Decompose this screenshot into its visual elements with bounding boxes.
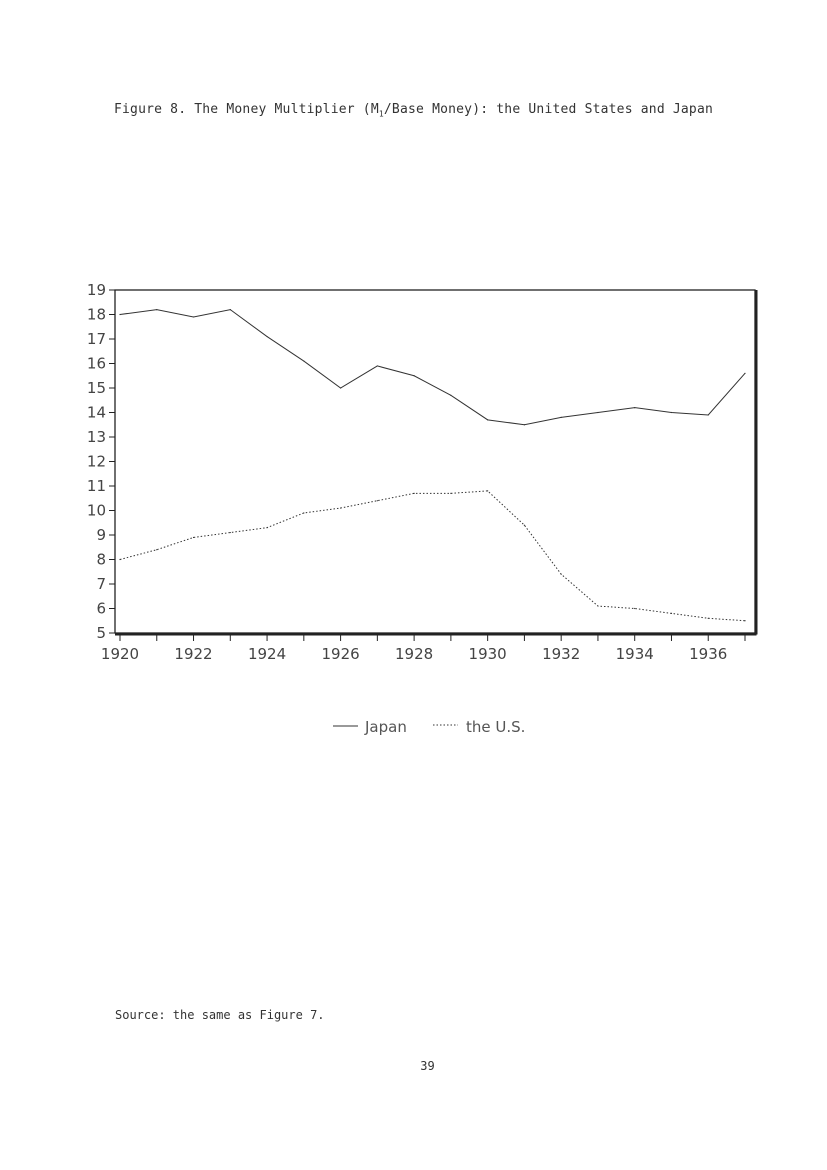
x-tick-label: 1932 [542, 645, 580, 663]
figure-title-subscript: 1 [378, 109, 384, 119]
x-tick-label: 1926 [321, 645, 359, 663]
data-point-0-4 [266, 335, 268, 338]
x-tick-label: 1930 [469, 645, 507, 663]
data-point-0-2 [192, 316, 195, 318]
data-point-1-7 [376, 500, 378, 502]
y-tick-label: 12 [87, 453, 106, 471]
figure-title-pre: Figure 8. The Money Multiplier (M [113, 102, 379, 117]
series-line-0 [119, 309, 746, 426]
figure-title: Figure 8. The Money Multiplier (M1/Base … [0, 102, 827, 119]
data-point-0-12 [560, 416, 562, 418]
x-tick-label: 1924 [248, 645, 286, 663]
plot-frame [114, 289, 756, 634]
data-point-0-9 [450, 394, 452, 396]
source-note: Source: the same as Figure 7. [115, 1008, 325, 1022]
data-point-0-1 [156, 309, 158, 311]
data-point-1-6 [339, 507, 342, 509]
data-point-1-0 [119, 558, 121, 561]
y-tick-label: 10 [87, 502, 106, 520]
y-tick-label: 17 [87, 330, 106, 348]
data-point-0-5 [303, 360, 305, 362]
y-tick-label: 14 [87, 404, 106, 422]
data-point-0-7 [376, 365, 378, 367]
y-tick-label: 13 [87, 428, 106, 446]
data-point-0-10 [487, 419, 489, 421]
y-tick-label: 15 [87, 379, 106, 397]
data-point-1-11 [523, 524, 526, 526]
data-point-1-10 [487, 490, 489, 492]
data-point-0-14 [634, 407, 636, 409]
series-line-1 [119, 490, 746, 622]
y-tick-label: 5 [96, 624, 106, 642]
data-point-1-2 [192, 536, 195, 539]
data-point-0-17 [744, 372, 746, 374]
x-tick-label: 1936 [689, 645, 727, 663]
data-point-1-13 [597, 605, 599, 607]
data-point-1-1 [156, 549, 158, 551]
data-point-0-0 [119, 313, 121, 316]
data-point-1-17 [744, 620, 746, 622]
y-tick-label: 19 [87, 281, 106, 299]
data-point-0-13 [597, 411, 599, 414]
page-number: 39 [420, 1059, 435, 1073]
data-point-1-9 [450, 492, 452, 494]
x-tick-label: 1922 [174, 645, 212, 663]
y-tick-label: 6 [96, 600, 106, 618]
data-point-0-16 [707, 414, 709, 416]
y-tick-label: 16 [87, 355, 106, 373]
data-point-0-3 [229, 309, 231, 311]
data-point-1-8 [413, 492, 415, 494]
data-point-1-14 [634, 607, 636, 610]
legend-label-japan: Japan [364, 718, 407, 736]
data-point-1-3 [229, 531, 231, 534]
y-tick-label: 18 [87, 306, 106, 324]
x-tick-label: 1928 [395, 645, 433, 663]
legend-label-us: the U.S. [466, 718, 525, 736]
y-tick-label: 9 [96, 526, 106, 544]
data-point-0-8 [413, 375, 415, 377]
data-point-1-4 [266, 527, 268, 529]
x-tick-label: 1934 [616, 645, 654, 663]
data-point-1-16 [707, 617, 709, 619]
y-tick-label: 11 [87, 477, 106, 495]
data-point-0-6 [339, 387, 342, 389]
data-point-1-15 [670, 612, 673, 615]
data-point-1-5 [303, 512, 305, 514]
y-tick-label: 8 [96, 551, 106, 569]
data-point-0-11 [523, 424, 526, 426]
data-point-1-12 [560, 573, 562, 575]
data-point-0-15 [670, 411, 673, 414]
y-tick-label: 7 [96, 575, 106, 593]
figure-title-post: /Base Money): the United States and Japa… [383, 102, 713, 117]
x-tick-label: 1920 [101, 645, 139, 663]
